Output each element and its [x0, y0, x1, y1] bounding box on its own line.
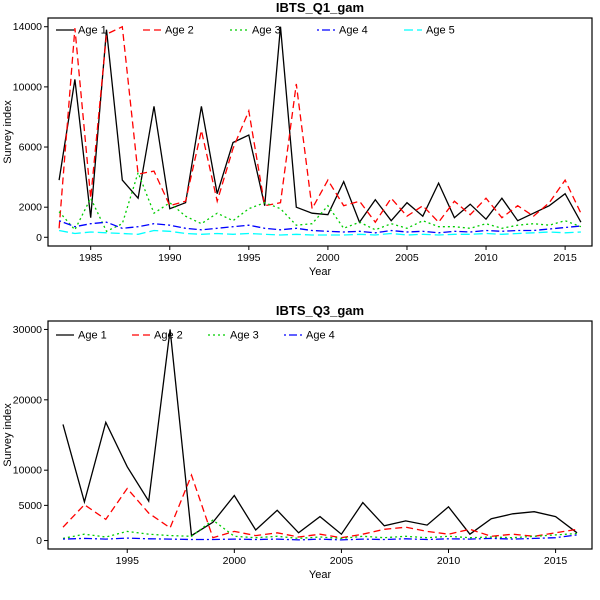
y-tick-label: 14000 — [13, 21, 42, 33]
x-tick-label: 1990 — [158, 252, 182, 264]
series-line-age-2 — [62, 473, 578, 539]
y-tick-label: 6000 — [19, 142, 43, 154]
y-tick-label: 0 — [36, 535, 42, 547]
series-line-age-4 — [62, 534, 578, 541]
legend-label: Age 1 — [78, 330, 107, 342]
legend-label: Age 3 — [230, 330, 259, 342]
x-tick-label: 2005 — [395, 252, 419, 264]
chart-ibts-q1: IBTS_Q1_gam 1985 1990 1995 2000 2005 2010 2015 Y… — [0, 0, 600, 297]
plot-box — [47, 17, 593, 247]
x-axis-label: Year — [309, 569, 332, 581]
series-line-age-4 — [58, 220, 581, 234]
x-tick-label: 2010 — [437, 555, 461, 567]
x-tick-label: 2010 — [474, 252, 498, 264]
y-tick-label: 10000 — [13, 81, 42, 93]
ibts-q3-plot-canvas: IBTS_Q3_gam 1995 2000 2005 2010 2015 Year 0 5000… — [2, 303, 593, 581]
series-line-age-3 — [58, 170, 582, 233]
series-line-age-5 — [58, 229, 581, 236]
x-tick-label: 1995 — [237, 252, 261, 264]
y-axis-label: Survey index — [2, 100, 14, 164]
legend-label: Age 3 — [252, 25, 281, 37]
x-tick-label: 2005 — [330, 555, 354, 567]
plot-box — [47, 320, 593, 550]
y-tick-label: 30000 — [13, 324, 42, 336]
y-tick-label: 20000 — [13, 394, 42, 406]
y-tick-label: 2000 — [19, 202, 43, 214]
x-tick-label: 1995 — [116, 555, 140, 567]
chart-title: IBTS_Q3_gam — [276, 303, 364, 318]
y-tick-label: 10000 — [13, 465, 42, 477]
legend-label: Age 2 — [154, 330, 183, 342]
legend-label: Age 1 — [78, 25, 107, 37]
legend-label: Age 2 — [165, 25, 194, 37]
x-tick-label: 1985 — [79, 252, 103, 264]
series-line-age-3 — [62, 519, 578, 540]
x-tick-label: 2015 — [544, 555, 568, 567]
x-tick-label: 2000 — [223, 555, 247, 567]
legend-label: Age 4 — [306, 330, 335, 342]
x-axis-label: Year — [309, 266, 332, 278]
chart-title: IBTS_Q1_gam — [276, 0, 364, 15]
series-line-age-1 — [62, 329, 578, 537]
legend-label: Age 5 — [426, 25, 455, 37]
x-tick-label: 2000 — [316, 252, 340, 264]
y-tick-label: 5000 — [19, 500, 43, 512]
legend-label: Age 4 — [339, 25, 368, 37]
series-line-age-1 — [58, 26, 582, 224]
series-line-age-2 — [58, 25, 582, 229]
chart-ibts-q3: IBTS_Q3_gam 1995 2000 2005 2010 2015 Year 0 5000… — [0, 297, 600, 600]
ibts-q1-plot-canvas: IBTS_Q1_gam 1985 1990 1995 2000 2005 2010 2015 Y… — [2, 0, 593, 278]
y-tick-label: 0 — [36, 232, 42, 244]
y-axis-label: Survey index — [2, 403, 14, 467]
x-tick-label: 2015 — [553, 252, 577, 264]
